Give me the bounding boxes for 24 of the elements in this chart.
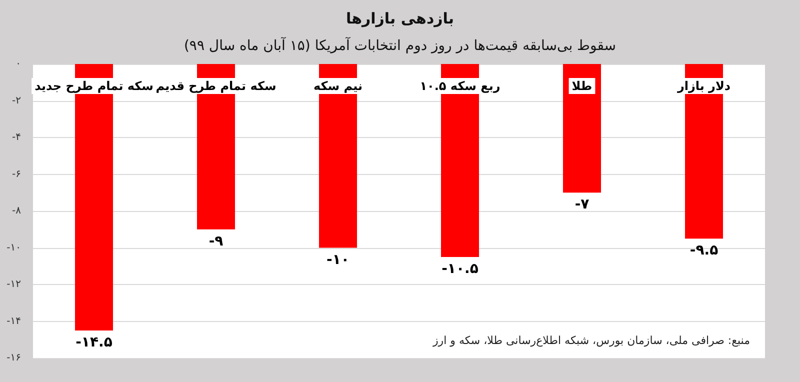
x-tick-label: سکه تمام طرح قدیم <box>156 79 276 93</box>
y-tick-label: -۱۴ <box>6 316 21 327</box>
chart-subtitle: سقوط بی‌سابقه قیمت‌ها در روز دوم انتخابات آمریکا (۱۵ آبان ماه سال ۹۹) <box>184 36 616 54</box>
y-tick-label: -۸ <box>12 206 22 216</box>
y-tick-label: -۱۶ <box>6 352 21 364</box>
y-tick-label: -۱۰ <box>6 242 21 254</box>
y-tick-label: -۶ <box>12 168 21 180</box>
data-label: -۹.۵ <box>690 242 719 259</box>
y-tick-label: -۴ <box>12 132 21 143</box>
x-tick-label: سکه تمام طرح جدید <box>34 79 154 93</box>
x-tick-label: طلا <box>572 79 592 93</box>
y-tick-label: -۱۲ <box>6 279 21 290</box>
data-label: -۱۰.۵ <box>442 260 479 277</box>
data-label: -۱۴.۵ <box>76 334 113 350</box>
data-label: -۹ <box>208 233 224 250</box>
x-tick-label: دلار بازار <box>676 79 731 93</box>
data-label: -۱۰ <box>326 252 350 268</box>
y-tick-label: ۰ <box>16 58 21 70</box>
annotation: منبع: صرافی ملی، سازمان بورس، شبکه اطلاع‌رسانی طلا، سکه و ارز <box>432 334 750 347</box>
x-tick-label: نیم سکه <box>313 79 363 93</box>
chart-title: بازدهی بازارها <box>346 10 454 28</box>
data-label: -۷ <box>574 196 590 213</box>
y-tick-label: -۲ <box>12 95 21 106</box>
x-tick-label: ربع سکه ۱۰.۵ <box>420 79 500 93</box>
